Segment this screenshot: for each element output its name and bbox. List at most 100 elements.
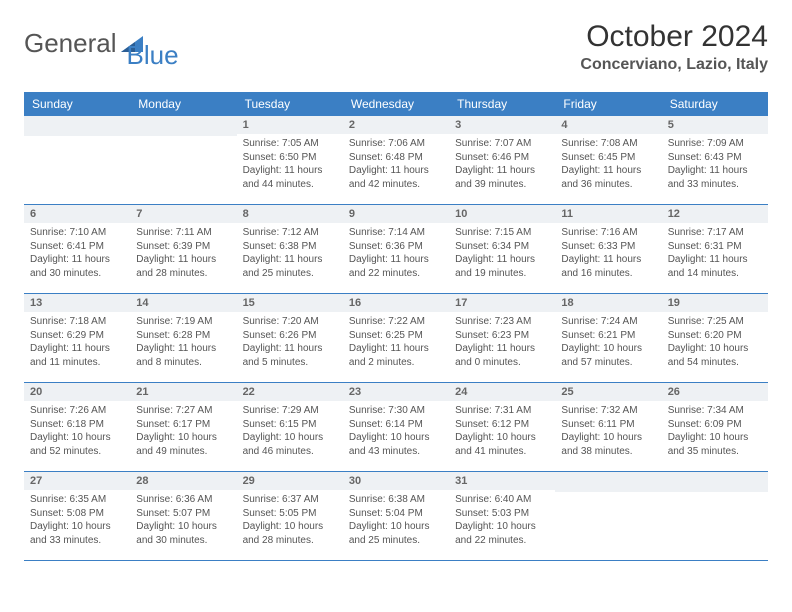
sunrise-line: Sunrise: 7:32 AM — [561, 404, 655, 418]
daylight-line: Daylight: 11 hours and 14 minutes. — [668, 253, 762, 280]
sunset-line: Sunset: 6:34 PM — [455, 240, 549, 254]
daylight-line: Daylight: 11 hours and 25 minutes. — [243, 253, 337, 280]
day-number: 23 — [343, 383, 449, 401]
sunset-line: Sunset: 6:12 PM — [455, 418, 549, 432]
day-number: 21 — [130, 383, 236, 401]
sunrise-line: Sunrise: 7:07 AM — [455, 137, 549, 151]
day-number: 7 — [130, 205, 236, 223]
sunset-line: Sunset: 6:45 PM — [561, 151, 655, 165]
day-content: Sunrise: 7:15 AMSunset: 6:34 PMDaylight:… — [449, 223, 555, 286]
day-cell: 23Sunrise: 7:30 AMSunset: 6:14 PMDayligh… — [343, 383, 449, 471]
sunset-line: Sunset: 6:17 PM — [136, 418, 230, 432]
day-cell: 1Sunrise: 7:05 AMSunset: 6:50 PMDaylight… — [237, 116, 343, 204]
day-cell: 29Sunrise: 6:37 AMSunset: 5:05 PMDayligh… — [237, 472, 343, 560]
day-number: 31 — [449, 472, 555, 490]
day-cell: 5Sunrise: 7:09 AMSunset: 6:43 PMDaylight… — [662, 116, 768, 204]
day-cell: 30Sunrise: 6:38 AMSunset: 5:04 PMDayligh… — [343, 472, 449, 560]
day-number: 26 — [662, 383, 768, 401]
sunrise-line: Sunrise: 7:06 AM — [349, 137, 443, 151]
day-content: Sunrise: 7:18 AMSunset: 6:29 PMDaylight:… — [24, 312, 130, 375]
day-cell: 11Sunrise: 7:16 AMSunset: 6:33 PMDayligh… — [555, 205, 661, 293]
sunrise-line: Sunrise: 7:25 AM — [668, 315, 762, 329]
sunrise-line: Sunrise: 7:12 AM — [243, 226, 337, 240]
sunset-line: Sunset: 6:29 PM — [30, 329, 124, 343]
sunrise-line: Sunrise: 7:34 AM — [668, 404, 762, 418]
day-number: 4 — [555, 116, 661, 134]
sunrise-line: Sunrise: 6:38 AM — [349, 493, 443, 507]
day-content: Sunrise: 7:32 AMSunset: 6:11 PMDaylight:… — [555, 401, 661, 464]
daylight-line: Daylight: 11 hours and 42 minutes. — [349, 164, 443, 191]
sunset-line: Sunset: 6:15 PM — [243, 418, 337, 432]
day-header: Tuesday — [237, 92, 343, 116]
day-cell: 19Sunrise: 7:25 AMSunset: 6:20 PMDayligh… — [662, 294, 768, 382]
empty-daynum — [662, 472, 768, 492]
day-number: 19 — [662, 294, 768, 312]
daylight-line: Daylight: 11 hours and 39 minutes. — [455, 164, 549, 191]
sunrise-line: Sunrise: 7:24 AM — [561, 315, 655, 329]
daylight-line: Daylight: 10 hours and 41 minutes. — [455, 431, 549, 458]
sunset-line: Sunset: 6:25 PM — [349, 329, 443, 343]
sunset-line: Sunset: 6:39 PM — [136, 240, 230, 254]
day-cell: 14Sunrise: 7:19 AMSunset: 6:28 PMDayligh… — [130, 294, 236, 382]
daylight-line: Daylight: 10 hours and 57 minutes. — [561, 342, 655, 369]
sunset-line: Sunset: 6:26 PM — [243, 329, 337, 343]
day-content: Sunrise: 7:22 AMSunset: 6:25 PMDaylight:… — [343, 312, 449, 375]
sunset-line: Sunset: 6:33 PM — [561, 240, 655, 254]
day-number: 28 — [130, 472, 236, 490]
logo-word-2: Blue — [127, 40, 179, 71]
sunset-line: Sunset: 6:28 PM — [136, 329, 230, 343]
daylight-line: Daylight: 10 hours and 28 minutes. — [243, 520, 337, 547]
day-number: 18 — [555, 294, 661, 312]
sunset-line: Sunset: 6:46 PM — [455, 151, 549, 165]
daylight-line: Daylight: 11 hours and 28 minutes. — [136, 253, 230, 280]
day-content: Sunrise: 6:35 AMSunset: 5:08 PMDaylight:… — [24, 490, 130, 553]
day-number: 30 — [343, 472, 449, 490]
daylight-line: Daylight: 10 hours and 33 minutes. — [30, 520, 124, 547]
day-content: Sunrise: 7:14 AMSunset: 6:36 PMDaylight:… — [343, 223, 449, 286]
day-cell: 12Sunrise: 7:17 AMSunset: 6:31 PMDayligh… — [662, 205, 768, 293]
day-cell: 9Sunrise: 7:14 AMSunset: 6:36 PMDaylight… — [343, 205, 449, 293]
day-number: 24 — [449, 383, 555, 401]
sunset-line: Sunset: 6:14 PM — [349, 418, 443, 432]
day-content: Sunrise: 6:36 AMSunset: 5:07 PMDaylight:… — [130, 490, 236, 553]
sunset-line: Sunset: 6:43 PM — [668, 151, 762, 165]
day-cell: 16Sunrise: 7:22 AMSunset: 6:25 PMDayligh… — [343, 294, 449, 382]
sunrise-line: Sunrise: 7:14 AM — [349, 226, 443, 240]
day-content: Sunrise: 6:38 AMSunset: 5:04 PMDaylight:… — [343, 490, 449, 553]
daylight-line: Daylight: 10 hours and 35 minutes. — [668, 431, 762, 458]
daylight-line: Daylight: 11 hours and 0 minutes. — [455, 342, 549, 369]
day-header: Wednesday — [343, 92, 449, 116]
sunset-line: Sunset: 6:38 PM — [243, 240, 337, 254]
header: General Blue October 2024 Concerviano, L… — [24, 20, 768, 74]
day-cell: 15Sunrise: 7:20 AMSunset: 6:26 PMDayligh… — [237, 294, 343, 382]
location: Concerviano, Lazio, Italy — [580, 56, 768, 74]
day-number: 8 — [237, 205, 343, 223]
day-cell: 28Sunrise: 6:36 AMSunset: 5:07 PMDayligh… — [130, 472, 236, 560]
logo-word-1: General — [24, 28, 117, 59]
sunrise-line: Sunrise: 6:36 AM — [136, 493, 230, 507]
sunrise-line: Sunrise: 7:20 AM — [243, 315, 337, 329]
day-cell: 6Sunrise: 7:10 AMSunset: 6:41 PMDaylight… — [24, 205, 130, 293]
daylight-line: Daylight: 11 hours and 2 minutes. — [349, 342, 443, 369]
day-content: Sunrise: 7:05 AMSunset: 6:50 PMDaylight:… — [237, 134, 343, 197]
day-content: Sunrise: 7:29 AMSunset: 6:15 PMDaylight:… — [237, 401, 343, 464]
sunset-line: Sunset: 6:36 PM — [349, 240, 443, 254]
day-number: 12 — [662, 205, 768, 223]
sunset-line: Sunset: 6:18 PM — [30, 418, 124, 432]
day-header-row: SundayMondayTuesdayWednesdayThursdayFrid… — [24, 92, 768, 116]
sunrise-line: Sunrise: 7:11 AM — [136, 226, 230, 240]
day-cell: 7 Sunrise: 7:11 AMSunset: 6:39 PMDaylight… — [130, 205, 236, 293]
day-number: 11 — [555, 205, 661, 223]
sunrise-line: Sunrise: 7:10 AM — [30, 226, 124, 240]
day-content: Sunrise: 7:07 AMSunset: 6:46 PMDaylight:… — [449, 134, 555, 197]
empty-cell — [130, 116, 236, 204]
day-content: Sunrise: 7:17 AMSunset: 6:31 PMDaylight:… — [662, 223, 768, 286]
day-cell: 3Sunrise: 7:07 AMSunset: 6:46 PMDaylight… — [449, 116, 555, 204]
day-content: Sunrise: 7:19 AMSunset: 6:28 PMDaylight:… — [130, 312, 236, 375]
daylight-line: Daylight: 10 hours and 30 minutes. — [136, 520, 230, 547]
day-number: 29 — [237, 472, 343, 490]
sunrise-line: Sunrise: 7:19 AM — [136, 315, 230, 329]
sunset-line: Sunset: 6:20 PM — [668, 329, 762, 343]
sunrise-line: Sunrise: 7:23 AM — [455, 315, 549, 329]
day-cell: 24Sunrise: 7:31 AMSunset: 6:12 PMDayligh… — [449, 383, 555, 471]
